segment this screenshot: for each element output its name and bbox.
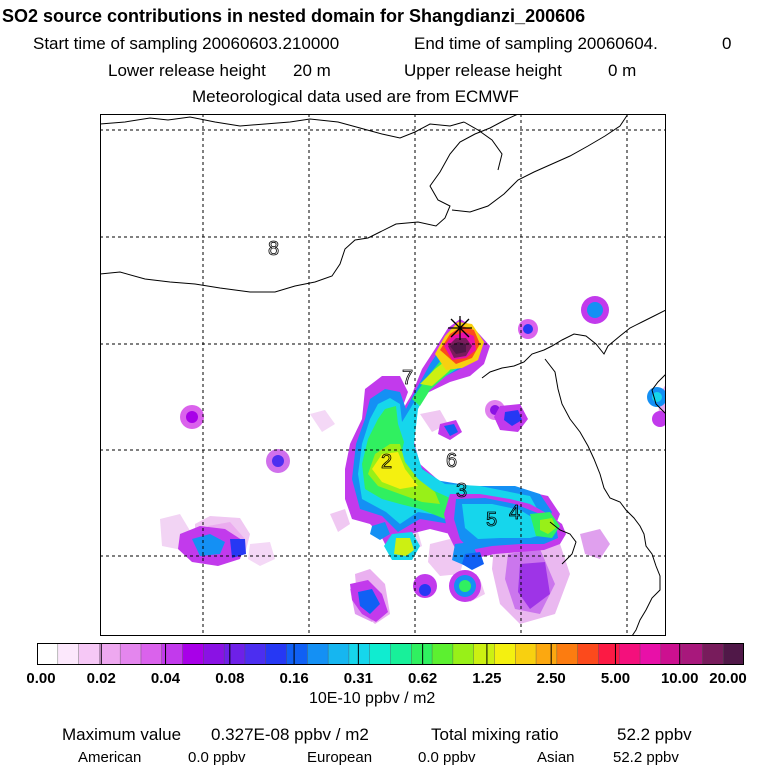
- plume-main: [345, 319, 566, 570]
- total-mixing-label: Total mixing ratio: [431, 725, 559, 744]
- map-frame: [100, 114, 666, 636]
- color-scale-cell: [120, 643, 142, 665]
- region-label-7: 7: [402, 367, 413, 389]
- color-scale-tick-label: 0.08: [215, 670, 245, 687]
- upper-release-label: Upper release height: [404, 61, 562, 80]
- lower-release-value: 20 m: [293, 61, 331, 80]
- color-scale-tick-label: 0.04: [150, 670, 181, 687]
- plume-blobs: [180, 296, 666, 602]
- region-label-8: 8: [268, 238, 279, 260]
- color-scale-tick-label: 20.00: [709, 670, 747, 687]
- region-label-5: 5: [486, 509, 497, 531]
- color-scale-cell: [99, 643, 121, 665]
- european-label: European: [307, 749, 373, 766]
- upper-release-value: 0 m: [608, 61, 637, 80]
- end-time-label: End time of sampling 20060604.: [414, 34, 658, 53]
- color-scale-cell: [161, 643, 184, 665]
- color-scale-cell: [702, 643, 724, 665]
- asian-label: Asian: [537, 749, 575, 766]
- receptor-star-icon: [448, 316, 472, 340]
- color-scale-units: 10E-10 ppbv / m2: [309, 690, 436, 707]
- color-scale-cell: [348, 643, 371, 665]
- color-scale-cell: [328, 643, 350, 665]
- plot-title: SO2 source contributions in nested domai…: [2, 6, 586, 26]
- american-value: 0.0 ppbv: [188, 749, 246, 766]
- max-value: 0.327E-08 ppbv / m2: [211, 725, 369, 744]
- color-scale-cell: [37, 643, 59, 665]
- color-scale-cell: [452, 643, 475, 665]
- color-scale-cell: [224, 643, 246, 665]
- color-scale-cell: [681, 643, 704, 665]
- region-labels: 8 7 2 6 3 5 4: [268, 238, 521, 532]
- color-scale-cell: [432, 643, 454, 665]
- color-scale-cell: [369, 643, 392, 665]
- coastlines: [100, 114, 666, 636]
- color-scale-cell: [140, 643, 163, 665]
- color-scale-cell: [723, 643, 744, 665]
- max-value-label: Maximum value: [62, 725, 182, 744]
- color-scale-tick-label: 0.00: [26, 670, 56, 687]
- asian-value: 52.2 ppbv: [613, 749, 679, 766]
- color-scale-cell: [78, 643, 100, 665]
- lower-release-label: Lower release height: [108, 61, 266, 80]
- color-scale-tick-label: 0.16: [279, 670, 309, 687]
- region-label-3: 3: [456, 480, 467, 502]
- color-scale-cell: [265, 643, 288, 665]
- end-time-value: 0: [722, 34, 732, 53]
- color-scale-cell: [619, 643, 641, 665]
- color-scale-cell: [203, 643, 225, 665]
- color-scale-bar: [37, 643, 744, 665]
- met-data-label: Meteorological data used are from ECMWF: [192, 87, 519, 106]
- color-scale-cell: [536, 643, 558, 665]
- color-scale-cell: [411, 643, 433, 665]
- contribution-map: 8 7 2 6 3 5 4: [100, 114, 666, 636]
- color-scale-cell: [57, 643, 80, 665]
- region-label-4: 4: [509, 502, 520, 524]
- color-scale-cell: [515, 643, 537, 665]
- color-scale-tick-label: 5.00: [600, 670, 631, 687]
- color-scale-tick-label: 1.25: [472, 670, 502, 687]
- color-scale-cell: [577, 643, 600, 665]
- color-scale-cell: [494, 643, 516, 665]
- color-scale-tick-label: 2.50: [536, 670, 566, 687]
- color-scale-cell: [390, 643, 412, 665]
- color-scale-cell: [182, 643, 204, 665]
- color-scale-tick-label: 0.31: [343, 670, 373, 687]
- region-label-2: 2: [381, 451, 392, 473]
- color-scale-cell: [244, 643, 267, 665]
- color-scale-cell: [473, 643, 496, 665]
- color-scale-cell: [556, 643, 579, 665]
- color-scale-cell: [640, 643, 662, 665]
- color-scale-tick-label: 10.00: [660, 670, 699, 687]
- color-scale-cell: [307, 643, 329, 665]
- color-scale-cell: [598, 643, 620, 665]
- color-scale-tick-label: 0.02: [86, 670, 116, 687]
- color-scale-cell: [660, 643, 683, 665]
- total-mixing-value: 52.2 ppbv: [617, 725, 692, 744]
- start-time-label: Start time of sampling 20060603.210000: [33, 34, 340, 53]
- lat-lon-grid: [100, 114, 666, 636]
- color-scale-cell: [286, 643, 308, 665]
- color-scale-tick-label: 0.62: [408, 670, 438, 687]
- region-label-6: 6: [446, 450, 457, 472]
- european-value: 0.0 ppbv: [418, 749, 476, 766]
- american-label: American: [78, 749, 142, 766]
- plume-southwest: [178, 526, 388, 622]
